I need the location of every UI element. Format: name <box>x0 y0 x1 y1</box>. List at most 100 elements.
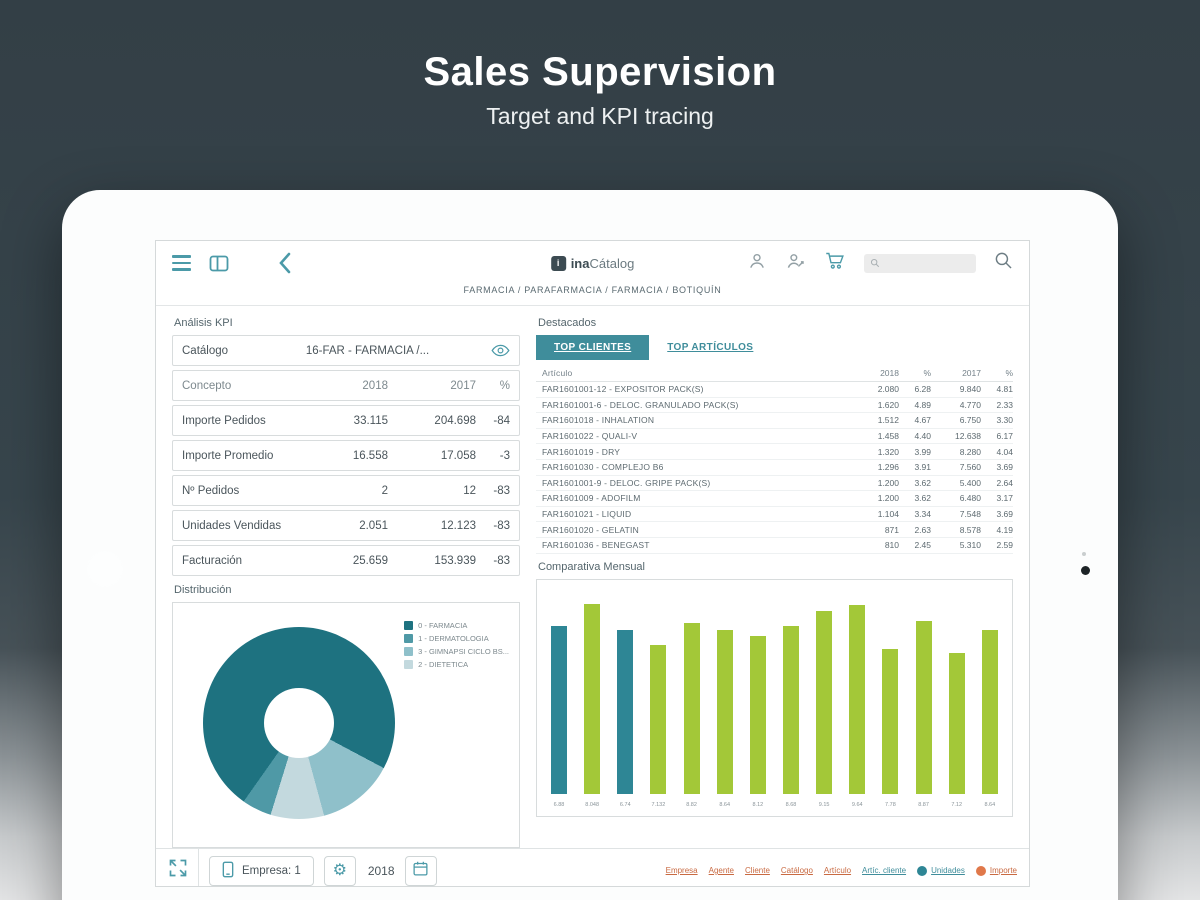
table-row[interactable]: FAR1601022 - QUALI-V 1.458 4.40 12.638 6.17 <box>536 429 1013 445</box>
bar-axis-label: 9.15 <box>818 801 830 808</box>
bar[interactable] <box>849 605 866 794</box>
footer-legend-label: Importe <box>989 866 1017 875</box>
footer-link-agente[interactable]: Agente <box>708 866 734 875</box>
cell-articulo: FAR1601020 - GELATIN <box>542 524 639 535</box>
split-view-icon[interactable] <box>209 255 229 272</box>
bar-group: 8.68 <box>781 594 801 808</box>
calendar-button[interactable] <box>404 855 437 886</box>
donut-chart[interactable] <box>203 627 395 819</box>
bar-chart[interactable]: 6.88 8.048 6.74 7.132 8.82 8.64 8.12 8.68 9.15 9.… <box>549 594 1000 808</box>
cell-pct-2018: 4.89 <box>914 399 931 410</box>
search-input[interactable] <box>884 257 964 269</box>
menu-icon[interactable] <box>172 255 191 271</box>
bar-axis-label: 9.64 <box>851 801 863 808</box>
user-icon[interactable] <box>747 251 767 276</box>
table-row[interactable]: FAR1601019 - DRY 1.320 3.99 8.280 4.04 <box>536 444 1013 460</box>
footer-legend-label: Unidades <box>931 866 965 875</box>
back-button[interactable] <box>277 251 293 275</box>
kpi-row-2017: 17.058 <box>440 449 476 462</box>
pie-legend-label: 1 - DERMATOLOGIA <box>418 634 489 643</box>
kpi-header-2017: 2017 <box>450 379 476 392</box>
table-row[interactable]: FAR1601001-9 - DELOC. GRIPE PACK(S) 1.200… <box>536 476 1013 492</box>
kpi-row[interactable]: Importe Pedidos 33.115 204.698 -84 <box>172 405 520 436</box>
bar[interactable] <box>650 645 667 794</box>
bar-axis-label: 7.78 <box>885 801 896 808</box>
catalog-selector[interactable]: Catálogo 16-FAR - FARMACIA /... <box>172 335 520 366</box>
table-row[interactable]: FAR1601001-12 - EXPOSITOR PACK(S) 2.080 6.… <box>536 382 1013 398</box>
bar-axis-label: 8.048 <box>585 801 600 808</box>
kpi-row[interactable]: Unidades Vendidas 2.051 12.123 -83 <box>172 510 520 541</box>
search-icon[interactable] <box>994 251 1013 275</box>
cell-pct-2018: 6.28 <box>914 384 931 395</box>
bar-group: 9.15 <box>814 594 834 808</box>
table-row[interactable]: FAR1601021 - LIQUID 1.104 3.34 7.548 3.69 <box>536 507 1013 523</box>
search-box[interactable] <box>864 253 976 273</box>
pie-legend-item: 1 - DERMATOLOGIA <box>404 634 509 643</box>
device-icon <box>222 861 234 881</box>
tab-top-articulos[interactable]: TOP ARTÍCULOS <box>649 335 772 360</box>
bar[interactable] <box>551 626 567 794</box>
kpi-row[interactable]: Importe Promedio 16.558 17.058 -3 <box>172 440 520 471</box>
table-row[interactable]: FAR1601030 - COMPLEJO B6 1.296 3.91 7.560 3.… <box>536 460 1013 476</box>
bar[interactable] <box>749 635 766 794</box>
cell-articulo: FAR1601036 - BENEGAST <box>542 540 650 551</box>
ambient-sensor <box>1082 552 1086 556</box>
footer-link-art-culo[interactable]: Artículo <box>823 866 852 875</box>
destacados-panel: Destacados TOP CLIENTES TOP ARTÍCULOS Ar… <box>528 306 1029 848</box>
bar[interactable] <box>683 622 700 794</box>
kpi-rows: Importe Pedidos 33.115 204.698 -84 Importe P… <box>172 405 520 576</box>
cell-pct-2017: 3.30 <box>996 415 1013 426</box>
cell-2017: 9.840 <box>959 384 981 395</box>
cell-2018: 1.512 <box>877 415 899 426</box>
footer-link-empresa[interactable]: Empresa <box>665 866 698 875</box>
bar[interactable] <box>882 649 899 794</box>
table-row[interactable]: FAR1601001-6 - DELOC. GRANULADO PACK(S) 1… <box>536 398 1013 414</box>
footer-link-cliente[interactable]: Cliente <box>744 866 770 875</box>
logo-badge-icon: i <box>550 255 566 271</box>
kpi-row[interactable]: Facturación 25.659 153.939 -83 <box>172 545 520 576</box>
cell-2018: 1.104 <box>877 509 899 520</box>
kpi-row[interactable]: Nº Pedidos 2 12 -83 <box>172 475 520 506</box>
bar-axis-label: 7.132 <box>651 801 666 808</box>
kpi-row-2017: 12.123 <box>440 519 476 532</box>
kpi-row-2017: 204.698 <box>434 414 476 427</box>
company-selector[interactable]: Empresa: 1 <box>209 855 314 886</box>
bar-group: 8.12 <box>748 594 768 808</box>
footer-legend-importe[interactable]: Importe <box>975 865 1017 876</box>
fullscreen-icon[interactable] <box>168 858 188 883</box>
cell-2017: 4.770 <box>959 399 981 410</box>
bar[interactable] <box>915 620 932 794</box>
legend-swatch-icon <box>404 647 414 656</box>
agent-icon[interactable] <box>785 251 806 276</box>
kpi-header-row: Concepto 2018 2017 % <box>172 370 520 401</box>
bar[interactable] <box>716 630 733 794</box>
footer-link-cat-logo[interactable]: Catálogo <box>780 866 813 875</box>
bar[interactable] <box>816 611 833 794</box>
kpi-row-pct: -83 <box>493 484 510 497</box>
cart-icon[interactable] <box>824 250 846 276</box>
cell-2018: 1.458 <box>877 431 899 442</box>
bar-group: 8.048 <box>582 594 602 808</box>
cell-articulo: FAR1601030 - COMPLEJO B6 <box>542 462 664 473</box>
bar[interactable] <box>948 652 965 794</box>
bar[interactable] <box>617 630 634 794</box>
table-row[interactable]: FAR1601020 - GELATIN 871 2.63 8.578 4.19 <box>536 522 1013 538</box>
logo-text: inaCátalog <box>570 255 635 271</box>
cell-pct-2017: 6.17 <box>996 431 1013 442</box>
settings-button[interactable]: ⚙ <box>323 855 356 886</box>
hero: Sales Supervision Target and KPI tracing <box>0 50 1200 130</box>
bar[interactable] <box>782 626 799 794</box>
footer-legend-unidades[interactable]: Unidades <box>917 865 965 876</box>
tab-top-clientes[interactable]: TOP CLIENTES <box>536 335 650 360</box>
bar-group: 8.87 <box>914 594 934 808</box>
footer-link-art-c-cliente[interactable]: Artíc. cliente <box>862 866 907 875</box>
eye-icon[interactable] <box>491 344 510 357</box>
bar[interactable] <box>584 603 601 794</box>
table-row[interactable]: FAR1601009 - ADOFILM 1.200 3.62 6.480 3.17 <box>536 491 1013 507</box>
kpi-header-concept: Concepto <box>182 379 232 392</box>
table-row[interactable]: FAR1601036 - BENEGAST 810 2.45 5.310 2.59 <box>536 538 1013 554</box>
bar[interactable] <box>981 630 998 794</box>
pie-legend-label: 2 - DIETETICA <box>418 660 469 669</box>
table-row[interactable]: FAR1601018 - INHALATION 1.512 4.67 6.750 3.3… <box>536 413 1013 429</box>
cell-2018: 871 <box>884 524 899 535</box>
